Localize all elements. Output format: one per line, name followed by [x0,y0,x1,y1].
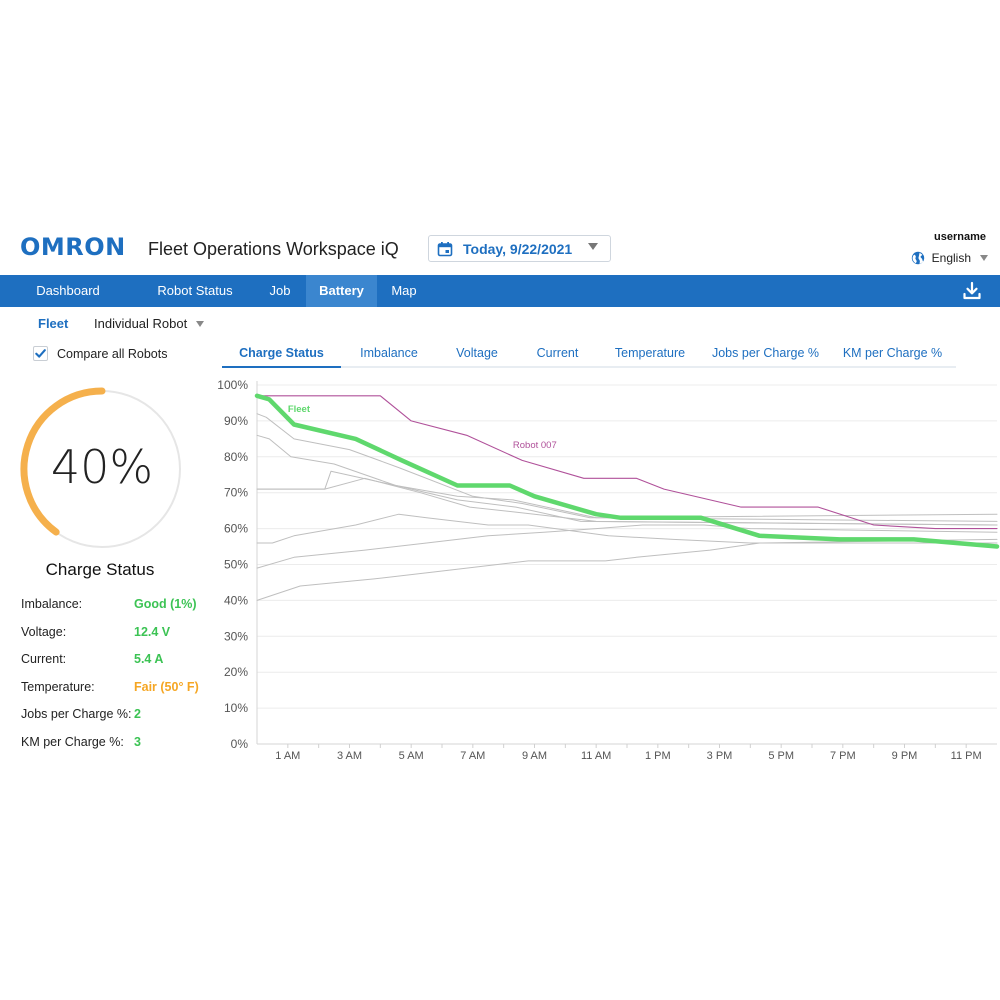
robot-007-series-line [256,395,998,530]
y-tick-label: 80% [224,450,248,464]
app-title: Fleet Operations Workspace iQ [148,239,399,259]
tab-underline-active [222,366,341,368]
imbalance-label: Imbalance: [21,597,83,611]
x-tick-label: 7 AM [460,750,485,762]
fleet-series-line [254,393,1000,549]
x-tick-label: 11 PM [951,750,982,762]
y-tick-label: 90% [224,414,248,428]
gauge-fill [20,387,106,536]
globe-icon [911,251,925,265]
robot-007-series-label: Robot 007 [513,440,557,451]
robot-select-label: Individual Robot [94,316,188,331]
nav-dashboard[interactable]: Dashboard [36,283,100,298]
x-tick-label: 5 AM [399,750,424,762]
tab-underline [598,366,702,368]
x-tick-label: 9 PM [892,750,918,762]
chevron-down-icon [980,255,988,261]
jobs-per-charge-label: Jobs per Charge %: [21,707,132,721]
y-tick-label: 20% [224,665,248,679]
robot-series-line [256,513,998,544]
username[interactable]: username [934,231,986,243]
download-icon[interactable] [962,281,982,301]
tab-km-per-charge[interactable]: KM per Charge % [829,341,956,368]
chevron-down-icon [196,320,205,327]
fleet-series-label: Fleet [288,404,311,415]
tab-label: Jobs per Charge % [711,346,819,360]
tab-label: Current [536,346,579,360]
y-tick-label: 0% [231,737,249,751]
y-tick-label: 30% [224,629,248,643]
nav-map[interactable]: Map [391,283,417,298]
compare-checkbox[interactable] [33,346,48,361]
language-selector[interactable]: English [911,251,988,265]
compare-label: Compare all Robots [57,346,168,361]
charge-percent: 40% [50,440,154,494]
tab-charge-status[interactable]: Charge Status [222,341,341,368]
robot-series-line [256,524,998,569]
y-tick-label: 70% [224,486,248,500]
tab-temperature[interactable]: Temperature [598,341,702,368]
x-tick-label: 5 PM [768,750,794,762]
temperature-label: Temperature: [21,680,95,694]
x-tick-label: 9 AM [522,750,547,762]
y-tick-label: 50% [224,558,248,572]
km-per-charge-label: KM per Charge %: [21,735,124,749]
y-tick-label: 60% [224,522,248,536]
tab-underline [437,366,517,368]
tab-imbalance[interactable]: Imbalance [341,341,437,368]
tab-label: Voltage [456,346,498,360]
robot-series-line [256,470,998,522]
nav-battery[interactable]: Battery [306,275,377,307]
x-tick-label: 1 PM [645,750,671,762]
voltage-label: Voltage: [21,625,67,639]
x-tick-label: 11 AM [581,750,611,762]
imbalance-value: Good (1%) [134,597,197,611]
chevron-down-icon [588,243,598,250]
battery-tabs: Charge Status Imbalance Voltage Current … [222,341,956,369]
x-tick-label: 3 AM [337,750,362,762]
tab-jobs-per-charge[interactable]: Jobs per Charge % [702,341,829,368]
tab-label: KM per Charge % [842,346,943,360]
km-per-charge-value: 3 [134,735,141,749]
date-text: Today, 9/22/2021 [463,240,573,257]
charge-status-chart: 0% 10% 20% 30% 40% 50% 60% 70% 80% 90% 100% 1 AM 3 A… [217,378,1000,762]
tab-underline [829,366,956,368]
current-value: 5.4 A [134,652,164,666]
omron-logo: OMRON [20,233,126,261]
compare-all-robots[interactable]: Compare all Robots [33,346,167,361]
tab-label: Charge Status [239,346,324,360]
tab-underline [341,366,437,368]
x-tick-label: 7 PM [830,750,856,762]
date-picker[interactable]: Today, 9/22/2021 [428,235,611,262]
tab-voltage[interactable]: Voltage [437,341,517,368]
y-tick-label: 40% [224,593,248,607]
main-nav: Dashboard Robot Status Job Battery Map [0,275,1000,307]
nav-job[interactable]: Job [269,283,291,298]
calendar-icon [437,241,453,257]
fleet-link[interactable]: Fleet [38,316,69,331]
robot-series-line [256,434,998,526]
tab-underline [702,366,829,368]
current-label: Current: [21,652,67,666]
tab-label: Temperature [614,346,686,360]
x-tick-label: 1 AM [275,750,300,762]
x-tick-label: 3 PM [707,750,733,762]
temperature-value: Fair (50° F) [134,680,199,694]
check-icon [35,349,46,358]
tab-current[interactable]: Current [517,341,598,368]
charge-status-label: Charge Status [45,560,155,579]
y-tick-label: 100% [217,378,248,392]
tab-underline [517,366,598,368]
jobs-per-charge-value: 2 [134,707,141,721]
tab-label: Imbalance [360,346,418,360]
robot-series-line [256,538,998,601]
robot-series-line [256,413,998,519]
charge-gauge [20,387,181,548]
language-label: English [931,251,971,265]
nav-robot-status[interactable]: Robot Status [157,283,233,298]
y-tick-label: 10% [224,701,248,715]
voltage-value: 12.4 V [134,625,171,639]
individual-robot-select[interactable]: Individual Robot [94,316,205,331]
